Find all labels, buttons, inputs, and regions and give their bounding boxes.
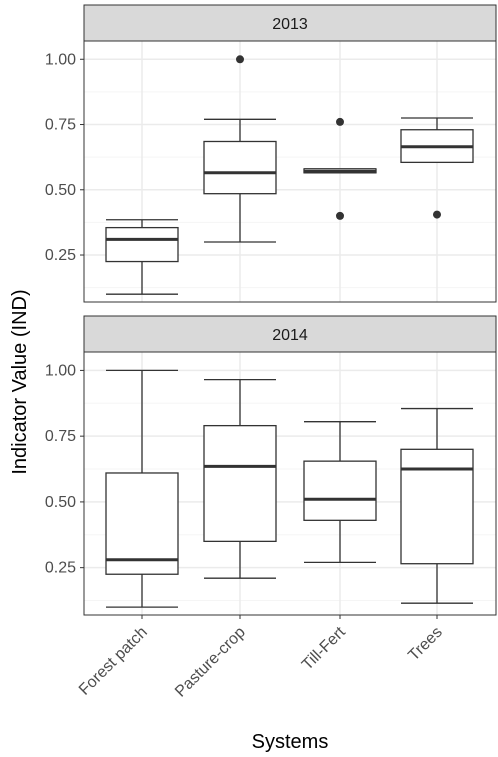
box-Forest patch — [105, 219, 179, 295]
facet-strip-label: 2014 — [272, 327, 308, 344]
outlier-point — [236, 55, 244, 64]
outlier-point — [336, 117, 344, 126]
y-tick-label: 1.00 — [45, 51, 76, 68]
panel-border — [83, 40, 497, 303]
x-tick-label: Pasture-crop — [172, 624, 249, 701]
facet-strip-label: 2013 — [272, 16, 308, 33]
x-tick-label: Forest patch — [76, 624, 151, 699]
box-iqr — [303, 460, 377, 521]
x-tick-labels: Forest patch Pasture-crop Till-Fert Trees — [76, 615, 446, 701]
x-tick-label: Till-Fert — [299, 623, 349, 673]
facet-panel-2013: 2013 0.25 0.50 0.75 1.00 — [45, 4, 497, 303]
y-tick-label: 1.00 — [45, 362, 76, 379]
facet-strip — [83, 4, 497, 42]
y-axis-title: Indicator Value (IND) — [9, 289, 31, 474]
box-Trees — [400, 117, 474, 219]
box-Trees — [400, 407, 474, 604]
outlier-point — [433, 210, 441, 219]
y-tick-label: 0.50 — [45, 494, 76, 511]
y-tick-label: 0.75 — [45, 117, 76, 134]
y-tick-label: 0.25 — [45, 560, 76, 577]
outlier-point — [336, 211, 344, 220]
facet-panel-2014: 2014 0.25 0.50 0.75 1.00 — [45, 315, 497, 616]
box-Forest patch — [105, 369, 179, 608]
box-Till-Fert — [303, 421, 377, 564]
y-tick-label: 0.25 — [45, 247, 76, 264]
plot-background — [84, 41, 496, 302]
box-iqr — [203, 424, 277, 543]
x-axis-title: Systems — [252, 731, 329, 753]
y-tick-label: 0.50 — [45, 182, 76, 199]
y-tick-label: 0.75 — [45, 428, 76, 445]
facet-panels: 2013 0.25 0.50 0.75 1.00 2014 0.25 0.50 0.75 1.00 — [45, 4, 497, 616]
box-iqr — [105, 226, 179, 263]
box-Pasture-crop — [203, 55, 277, 243]
box-Pasture-crop — [203, 378, 277, 579]
box-iqr — [105, 472, 179, 575]
box-iqr — [400, 448, 474, 565]
panel-border — [83, 351, 497, 616]
box-iqr — [203, 140, 277, 195]
x-tick-label: Trees — [405, 624, 446, 665]
box-Till-Fert — [303, 117, 377, 220]
